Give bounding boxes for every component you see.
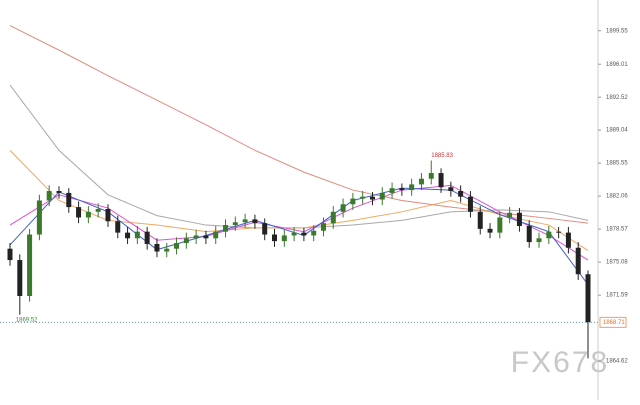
candle-body	[144, 231, 150, 244]
candle-body	[507, 212, 513, 218]
candle-body	[320, 223, 326, 231]
y-tick-label: 1889.04	[606, 128, 628, 134]
candle-body	[76, 207, 82, 218]
candle-body	[497, 217, 503, 233]
candle-body	[399, 188, 405, 191]
candle-body	[418, 178, 424, 185]
y-tick-label: 1885.55	[606, 161, 628, 167]
candle-body	[291, 232, 297, 236]
candle-body	[536, 238, 542, 243]
candle-body	[85, 211, 91, 218]
candle-body	[281, 235, 287, 242]
low-label: 1869.52	[16, 317, 38, 323]
candle-body	[213, 231, 219, 239]
candle-body	[350, 198, 356, 205]
y-tick-label: 1864.62	[606, 359, 628, 365]
candle-body	[467, 196, 473, 212]
candle-body	[242, 219, 248, 223]
candle-body	[223, 225, 229, 232]
candle-body	[409, 184, 415, 191]
candle-body	[193, 235, 199, 239]
candle-body	[487, 228, 493, 233]
candle-body	[340, 204, 346, 212]
candle-body	[134, 231, 140, 239]
candle-body	[301, 232, 307, 236]
y-tick-label: 1896.01	[606, 62, 628, 68]
y-tick-label: 1899.55	[606, 28, 628, 34]
candle-body	[272, 234, 278, 242]
candle-body	[154, 243, 160, 252]
candle-body	[360, 196, 366, 199]
last-price-label: 1868.71	[603, 320, 625, 326]
candle-body	[546, 231, 552, 239]
candle-body	[575, 247, 581, 275]
candle-body	[27, 234, 33, 296]
y-tick-label: 1878.57	[606, 227, 628, 233]
candle-body	[556, 231, 562, 233]
high-label: 1885.83	[431, 153, 453, 159]
y-tick-label: 1882.06	[606, 194, 628, 200]
candle-body	[174, 243, 180, 249]
candle-body	[526, 226, 532, 243]
candle-body	[125, 232, 131, 239]
candle-body	[56, 191, 62, 193]
candle-body	[477, 211, 483, 229]
candle-body	[66, 192, 72, 208]
candle-body	[585, 274, 591, 323]
candle-body	[330, 211, 336, 224]
y-tick-label: 1892.52	[606, 95, 628, 101]
y-tick-label: 1871.59	[606, 293, 628, 299]
candle-body	[389, 188, 395, 193]
candle-body	[95, 208, 101, 212]
candle-body	[448, 187, 454, 192]
candle-body	[565, 232, 571, 248]
candle-body	[438, 173, 444, 188]
y-tick-label: 1875.08	[606, 260, 628, 266]
candle-body	[252, 219, 258, 224]
candle-body	[164, 248, 170, 252]
candle-body	[458, 191, 464, 197]
candle-body	[369, 196, 375, 200]
candle-body	[428, 173, 434, 179]
candle-body	[262, 223, 268, 235]
candle-body	[46, 191, 52, 201]
candle-body	[203, 235, 209, 239]
candle-body	[183, 238, 189, 244]
last-price-box	[599, 316, 627, 328]
watermark: FX678	[511, 346, 609, 379]
candle-body	[105, 208, 111, 222]
candle-body	[232, 222, 238, 226]
candle-body	[516, 212, 522, 227]
candle-body	[7, 248, 13, 261]
candle-body	[115, 221, 121, 233]
candle-body	[311, 230, 317, 236]
candle-body	[36, 200, 42, 235]
candle-body	[379, 192, 385, 200]
candle-body	[17, 260, 23, 296]
